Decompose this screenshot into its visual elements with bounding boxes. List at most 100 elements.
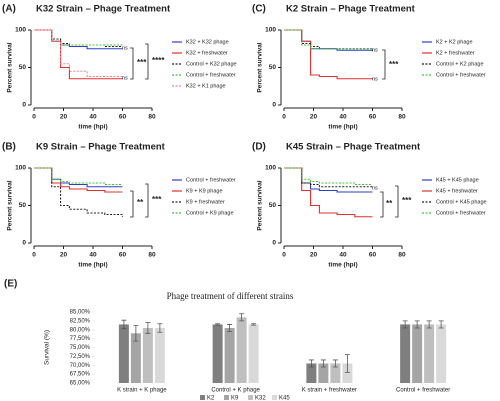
significance-bracket <box>395 185 399 218</box>
chart-title: K2 Strain – Phage Treatment <box>286 4 416 15</box>
x-tick-label: 80 <box>148 252 156 259</box>
y-tick-label: 80,00% <box>70 327 91 333</box>
error-bar <box>344 354 350 373</box>
y-tick-label: 100 <box>15 27 26 34</box>
legend-label: K32 <box>255 396 266 401</box>
error-bar <box>251 323 257 326</box>
error-bar <box>438 320 444 329</box>
bar <box>224 327 235 383</box>
annotation: ns <box>372 47 378 53</box>
legend-label: K2 + freshwater <box>436 50 475 56</box>
x-tick-label: 60 <box>119 252 127 259</box>
annotation: ns <box>372 185 378 191</box>
annotation: ns <box>372 76 378 82</box>
x-tick-label: 80 <box>148 114 156 121</box>
panel-label: (C) <box>252 4 266 15</box>
survival-curve <box>34 167 123 188</box>
bar <box>118 324 129 383</box>
annotation: ns <box>122 75 128 81</box>
chart-title: K45 Strain – Phage Treatment <box>286 142 421 153</box>
x-tick-label: 0 <box>32 114 36 121</box>
x-tick-label: 80 <box>398 252 406 259</box>
annotation: **** <box>152 56 165 65</box>
x-tick-label: 0 <box>282 252 286 259</box>
panel-label: (D) <box>252 142 266 153</box>
significance-bracket <box>145 183 149 218</box>
legend-label: Control + freshwater <box>436 72 486 78</box>
x-tick-label: 40 <box>89 252 97 259</box>
annotation: *** <box>402 196 412 205</box>
panel: (C) K2 Strain – Phage Treatment 0 50 100 0 20 4… <box>252 4 486 131</box>
error-bar <box>320 359 326 368</box>
bar <box>330 363 341 383</box>
x-axis-title: time (hpi) <box>328 124 357 131</box>
error-bar <box>426 320 432 329</box>
y-tick-label: 67,50% <box>70 372 91 378</box>
legend-label: K2 <box>207 396 215 401</box>
y-tick-label: 0 <box>22 102 26 109</box>
y-axis-title: Percent survival <box>7 42 14 92</box>
y-tick-label: 82,50% <box>70 318 91 324</box>
x-tick-label: K strain + K phage <box>117 388 167 394</box>
error-bar <box>332 359 338 368</box>
significance-bracket <box>380 191 384 218</box>
error-bar <box>308 359 314 368</box>
legend-label: K45 <box>279 396 290 401</box>
legend-label: K45 + freshwater <box>436 188 478 194</box>
legend-label: Control + K45 phage <box>436 199 487 205</box>
legend-label: K9 + K9 phage <box>186 188 223 194</box>
survival-curve <box>284 167 373 188</box>
legend-label: K9 <box>231 396 239 401</box>
significance-bracket <box>130 47 134 80</box>
error-bar <box>215 323 221 326</box>
y-tick-label: 65,00% <box>70 381 91 387</box>
bar <box>424 324 435 383</box>
annotation: ** <box>386 199 393 208</box>
survival-curve <box>34 167 124 217</box>
legend-label: Control + K2 phage <box>436 61 484 67</box>
legend-label: K45 + K45 phage <box>436 177 479 183</box>
x-axis-title: time (hpi) <box>78 124 107 131</box>
bar <box>236 317 247 383</box>
legend-label: Control + K32 phage <box>186 61 237 67</box>
survival-curve <box>284 29 373 50</box>
survival-curve <box>34 29 123 80</box>
panel-label: (A) <box>2 4 16 15</box>
annotation: ns <box>122 45 128 51</box>
y-tick-label: 77,50% <box>70 336 91 342</box>
legend-label: K32 + K32 phage <box>186 39 229 45</box>
y-axis-title: Survival (%) <box>44 330 51 365</box>
survival-curve <box>284 29 374 51</box>
x-tick-label: Control + K phage <box>211 388 260 394</box>
x-tick-label: 20 <box>60 114 68 121</box>
error-bar <box>402 320 408 329</box>
survival-curve <box>34 167 123 186</box>
y-axis-title: Percent survival <box>257 180 264 230</box>
x-tick-label: 60 <box>369 114 377 121</box>
survival-curve <box>34 29 123 48</box>
panel: (E) Phage treatment of different strains S… <box>4 279 450 401</box>
error-bar <box>121 319 127 330</box>
legend-label: K32 + K1 phage <box>186 83 226 89</box>
x-tick-label: 40 <box>339 252 347 259</box>
x-tick-label: Control + freshwater <box>396 388 450 394</box>
legend-label: Control + K9 phage <box>186 210 234 216</box>
bar <box>130 333 141 383</box>
x-tick-label: 20 <box>60 252 68 259</box>
survival-curve <box>34 29 123 78</box>
error-bar <box>133 325 139 342</box>
y-axis-title: Percent survival <box>257 42 264 92</box>
significance-bracket <box>145 43 149 80</box>
y-tick-label: 72,50% <box>70 354 91 360</box>
survival-curve <box>284 167 373 218</box>
y-tick-label: 50 <box>19 202 27 209</box>
x-tick-label: 60 <box>119 114 127 121</box>
y-tick-label: 0 <box>272 240 276 247</box>
legend-label: Control + freshwater <box>186 177 236 183</box>
y-tick-label: 50 <box>269 202 277 209</box>
annotation: *** <box>137 58 147 67</box>
bar <box>318 363 329 383</box>
panel: (B) K9 Strain – Phage Treatment 0 50 100 0 20 4… <box>2 142 236 269</box>
